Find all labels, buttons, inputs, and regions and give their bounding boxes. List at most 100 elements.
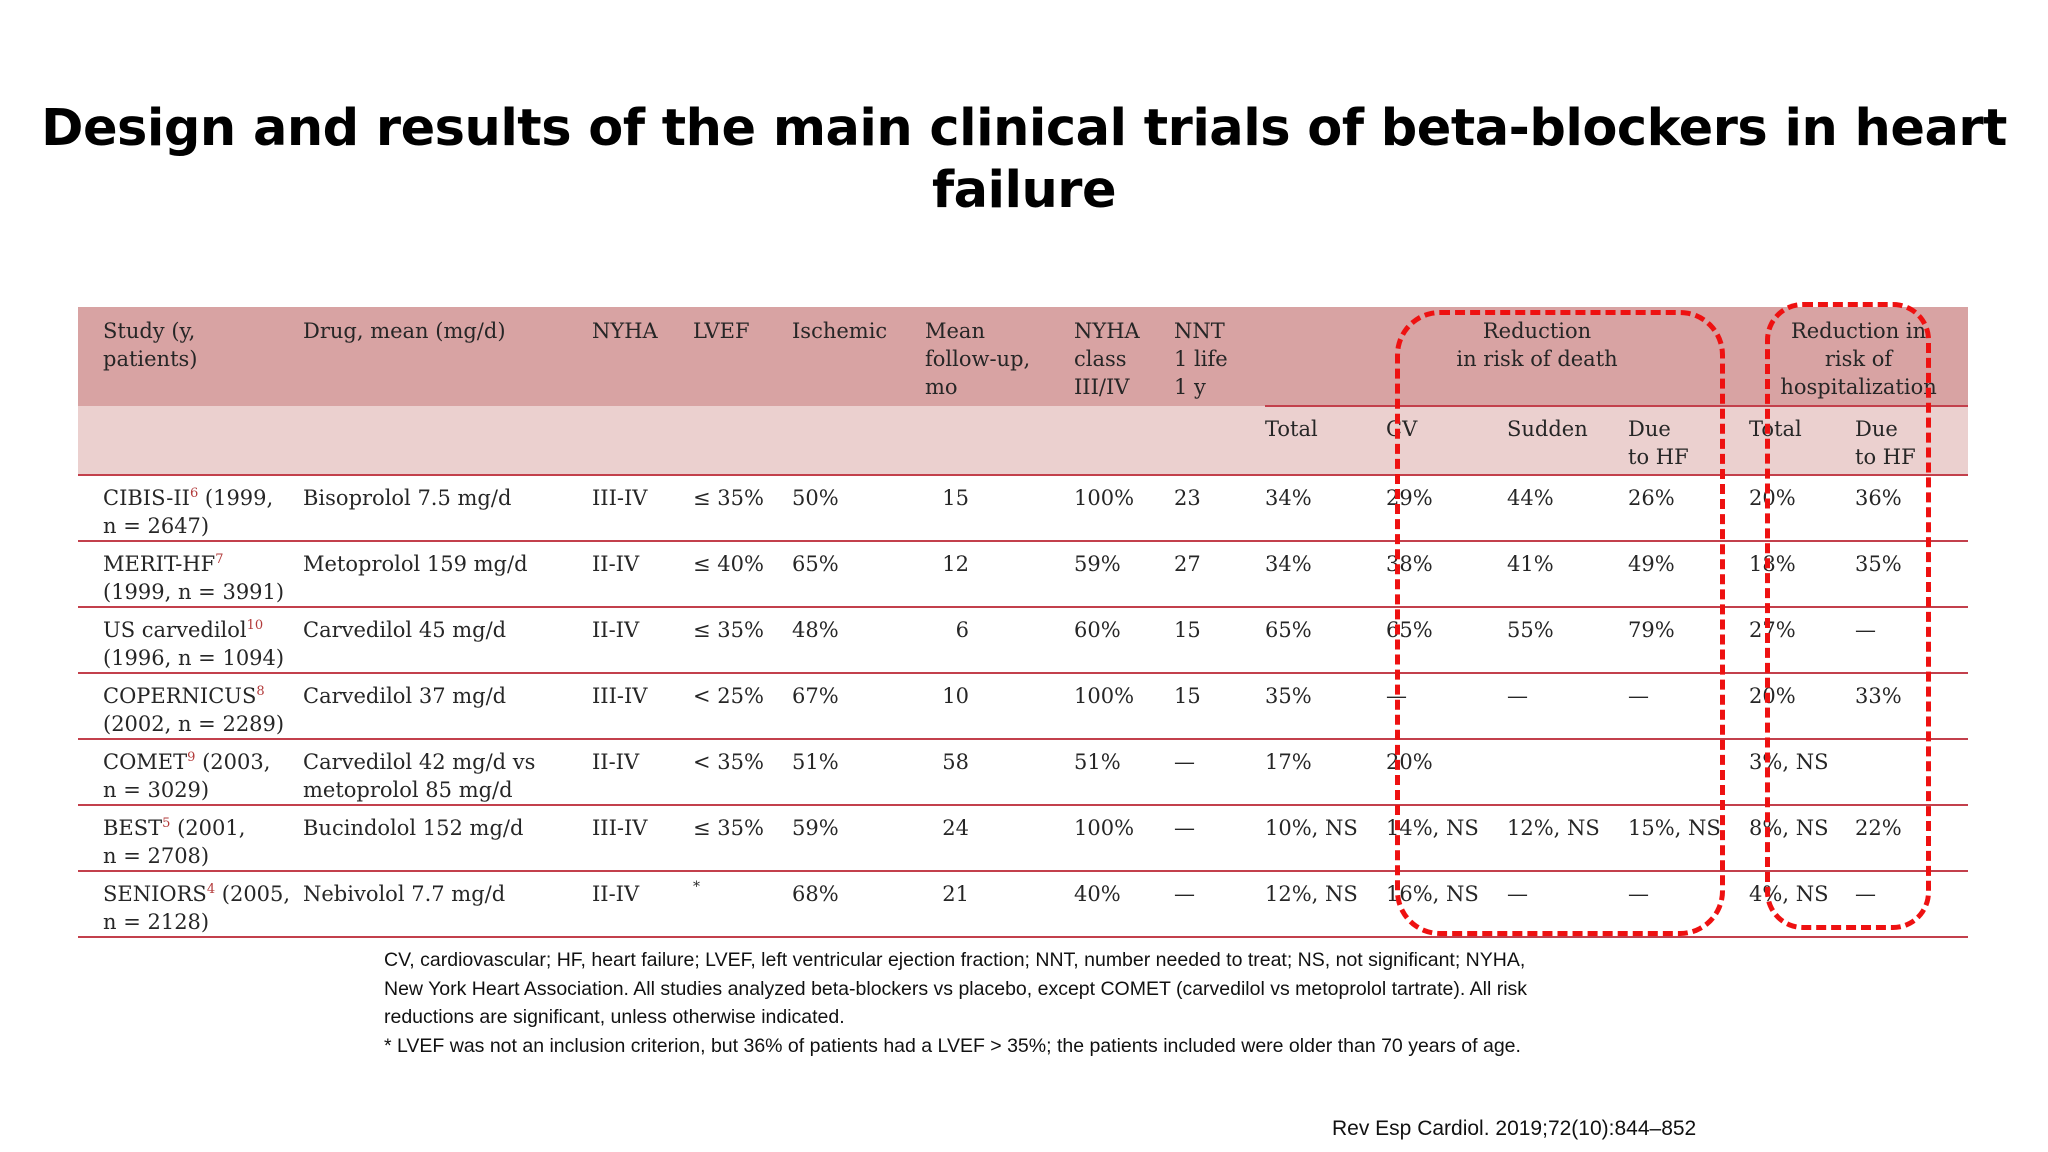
total-cell: 10%, NS bbox=[1265, 804, 1386, 871]
lvef-cell: < 35% bbox=[693, 738, 792, 805]
ischemic-cell: 48% bbox=[792, 606, 925, 673]
study-cell: SENIORS4 (2005, n = 2128) bbox=[78, 870, 303, 938]
study-patients: n = 3029) bbox=[103, 778, 210, 802]
footnote-line: reductions are significant, unless other… bbox=[384, 1006, 845, 1028]
table-row: MERIT-HF7 (1999, n = 3991) Metoprolol 159 … bbox=[78, 540, 1969, 607]
table-row: CIBIS-II6 (1999, n = 2647) Bisoprolol 7.5 … bbox=[78, 474, 1969, 541]
nyha-cell: III-IV bbox=[592, 474, 693, 541]
nnt-cell: — bbox=[1174, 870, 1265, 938]
study-name: COPERNICUS bbox=[103, 684, 257, 708]
header-nyha: NYHA bbox=[592, 307, 693, 406]
hosp-total-cell: 27% bbox=[1749, 606, 1856, 673]
total-cell: 35% bbox=[1265, 672, 1386, 739]
subheader-cv: CV bbox=[1386, 405, 1507, 475]
nyha-class-cell: 59% bbox=[1074, 540, 1174, 607]
nyha-cell: II-IV bbox=[592, 870, 693, 938]
hosp-total-cell: 20% bbox=[1749, 672, 1856, 739]
subheader-sudden: Sudden bbox=[1507, 405, 1628, 475]
followup-cell: 12 bbox=[925, 540, 1074, 607]
nyha-cell: II-IV bbox=[592, 606, 693, 673]
ischemic-cell: 59% bbox=[792, 804, 925, 871]
drug-cell: Bucindolol 152 mg/d bbox=[303, 804, 592, 871]
header-study: Study (y, patients) bbox=[78, 307, 303, 406]
study-year: (2005, bbox=[215, 882, 291, 906]
hosp-due-hf-cell: 35% bbox=[1855, 540, 1969, 607]
study-cell: CIBIS-II6 (1999, n = 2647) bbox=[78, 474, 303, 541]
cv-cell: 14%, NS bbox=[1386, 804, 1507, 871]
study-patients: n = 2128) bbox=[103, 910, 210, 934]
nnt-cell: — bbox=[1174, 738, 1265, 805]
ischemic-cell: 51% bbox=[792, 738, 925, 805]
sudden-cell: 41% bbox=[1507, 540, 1628, 607]
cv-cell: — bbox=[1386, 672, 1507, 739]
nyha-class-cell: 60% bbox=[1074, 606, 1174, 673]
study-name: MERIT-HF bbox=[103, 552, 216, 576]
cv-cell: 20% bbox=[1386, 738, 1507, 805]
followup-cell: 24 bbox=[925, 804, 1074, 871]
ischemic-cell: 68% bbox=[792, 870, 925, 938]
total-cell: 65% bbox=[1265, 606, 1386, 673]
study-reference: 4 bbox=[206, 882, 216, 897]
sudden-cell: 44% bbox=[1507, 474, 1628, 541]
nnt-cell: 15 bbox=[1174, 672, 1265, 739]
study-reference: 6 bbox=[189, 486, 199, 501]
followup-cell: 58 bbox=[925, 738, 1074, 805]
subheader-total: Total bbox=[1265, 405, 1386, 475]
drug-cell: Carvedilol 45 mg/d bbox=[303, 606, 592, 673]
due-hf-cell: 15%, NS bbox=[1628, 804, 1750, 871]
sudden-cell: — bbox=[1507, 870, 1628, 938]
total-cell: 34% bbox=[1265, 540, 1386, 607]
cv-cell: 38% bbox=[1386, 540, 1507, 607]
study-reference: 10 bbox=[246, 618, 264, 633]
lvef-cell: ≤ 40% bbox=[693, 540, 792, 607]
nyha-class-cell: 51% bbox=[1074, 738, 1174, 805]
lvef-cell: ≤ 35% bbox=[693, 606, 792, 673]
study-reference: 8 bbox=[256, 684, 265, 699]
sudden-cell bbox=[1507, 738, 1628, 805]
table-row: COMET9 (2003, n = 3029) Carvedilol 42 mg/d… bbox=[78, 738, 1969, 805]
footnote: CV, cardiovascular; HF, heart failure; L… bbox=[384, 946, 1684, 1060]
subheader-row: Total CV Sudden Due to HF Total Due to HF bbox=[78, 405, 1969, 475]
nyha-cell: III-IV bbox=[592, 672, 693, 739]
table-row: BEST5 (2001, n = 2708) Bucindolol 152 mg/d… bbox=[78, 804, 1969, 871]
study-patients: (1996, n = 1094) bbox=[103, 646, 285, 670]
hosp-due-hf-cell: 36% bbox=[1855, 474, 1969, 541]
hosp-due-hf-cell: — bbox=[1855, 606, 1969, 673]
table-row: SENIORS4 (2005, n = 2128) Nebivolol 7.7 mg… bbox=[78, 870, 1969, 938]
total-cell: 34% bbox=[1265, 474, 1386, 541]
study-cell: COMET9 (2003, n = 3029) bbox=[78, 738, 303, 805]
cv-cell: 16%, NS bbox=[1386, 870, 1507, 938]
nyha-cell: II-IV bbox=[592, 540, 693, 607]
header-nyha-class: NYHA class III/IV bbox=[1074, 307, 1174, 406]
hosp-due-hf-cell bbox=[1855, 738, 1969, 805]
study-patients: (2002, n = 2289) bbox=[103, 712, 285, 736]
nnt-cell: 27 bbox=[1174, 540, 1265, 607]
ischemic-cell: 67% bbox=[792, 672, 925, 739]
followup-cell: 6 bbox=[925, 606, 1074, 673]
study-patients: n = 2647) bbox=[103, 514, 210, 538]
nnt-cell: 15 bbox=[1174, 606, 1265, 673]
total-cell: 17% bbox=[1265, 738, 1386, 805]
table-row: US carvedilol10 (1996, n = 1094) Carvedilo… bbox=[78, 606, 1969, 673]
lvef-cell: ≤ 35% bbox=[693, 804, 792, 871]
drug-cell: Carvedilol 42 mg/d vs metoprolol 85 mg/d bbox=[303, 738, 592, 805]
header-followup: Mean follow-up, mo bbox=[925, 307, 1074, 406]
drug-cell: Carvedilol 37 mg/d bbox=[303, 672, 592, 739]
sudden-cell: 55% bbox=[1507, 606, 1628, 673]
lvef-cell: ≤ 35% bbox=[693, 474, 792, 541]
header-hosp-group: Reduction in risk of hospitalization bbox=[1749, 307, 1969, 406]
due-hf-cell: — bbox=[1628, 870, 1750, 938]
study-name: SENIORS bbox=[103, 882, 207, 906]
ischemic-cell: 50% bbox=[792, 474, 925, 541]
study-year: (2001, bbox=[170, 816, 246, 840]
hosp-due-hf-cell: 22% bbox=[1855, 804, 1969, 871]
hosp-total-cell: 20% bbox=[1749, 474, 1856, 541]
sudden-cell: 12%, NS bbox=[1507, 804, 1628, 871]
followup-cell: 21 bbox=[925, 870, 1074, 938]
hosp-due-hf-cell: 33% bbox=[1855, 672, 1969, 739]
study-cell: BEST5 (2001, n = 2708) bbox=[78, 804, 303, 871]
drug-cell: Bisoprolol 7.5 mg/d bbox=[303, 474, 592, 541]
study-reference: 9 bbox=[187, 750, 196, 765]
header-nnt: NNT 1 life 1 y bbox=[1174, 307, 1265, 406]
table-row: COPERNICUS8 (2002, n = 2289) Carvedilol 37… bbox=[78, 672, 1969, 739]
